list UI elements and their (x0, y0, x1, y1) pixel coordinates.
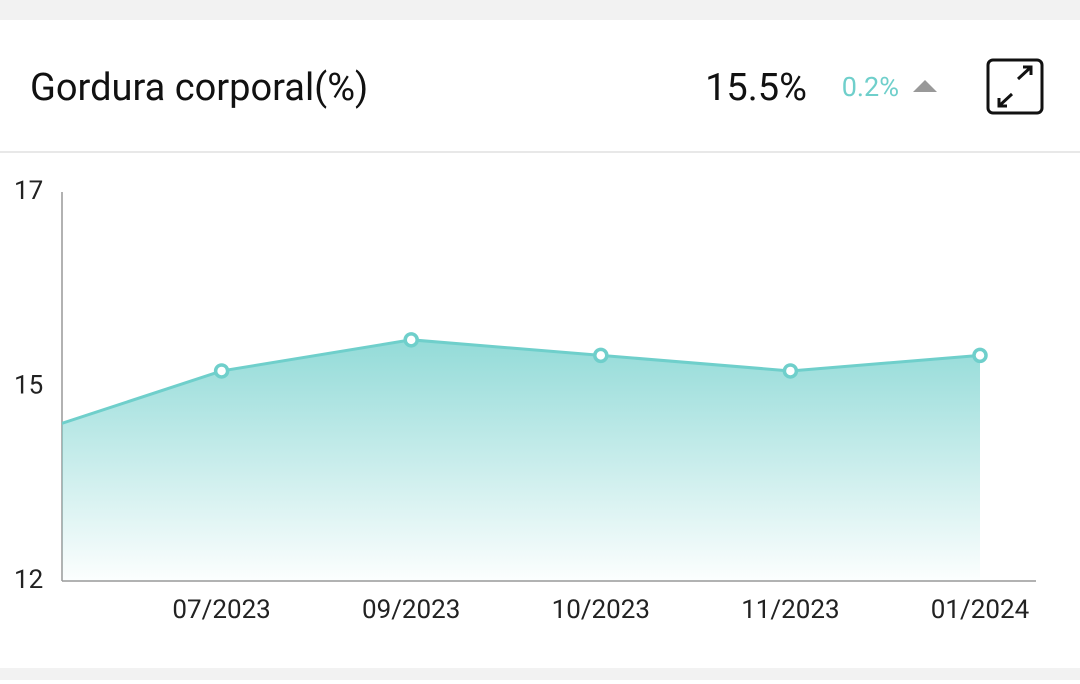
x-tick-label: 09/2023 (362, 595, 460, 625)
change-value: 0.2% (842, 71, 899, 103)
point (782, 363, 799, 379)
point (213, 363, 230, 379)
point (972, 347, 988, 364)
plot (62, 338, 981, 581)
card-title: Gordura corporal(%) (30, 66, 368, 110)
y-tick-label: 15 (14, 370, 43, 400)
top-strip (0, 0, 1080, 20)
current-value: 15.5% (705, 66, 807, 110)
y-tick-label: 12 (14, 565, 43, 595)
x-tick-label: 07/2023 (172, 595, 270, 625)
x-tick-label: 11/2023 (741, 595, 839, 625)
bottom-strip (0, 668, 1080, 680)
area (62, 339, 980, 581)
x-tick-label: 01/2024 (931, 595, 1030, 625)
change-arrow (913, 80, 937, 92)
y-tick-label: 17 (14, 176, 43, 206)
point (403, 332, 419, 348)
line (62, 338, 981, 425)
x-tick-label: 10/2023 (552, 595, 650, 625)
expand-button[interactable] (986, 58, 1044, 115)
point (593, 347, 609, 364)
